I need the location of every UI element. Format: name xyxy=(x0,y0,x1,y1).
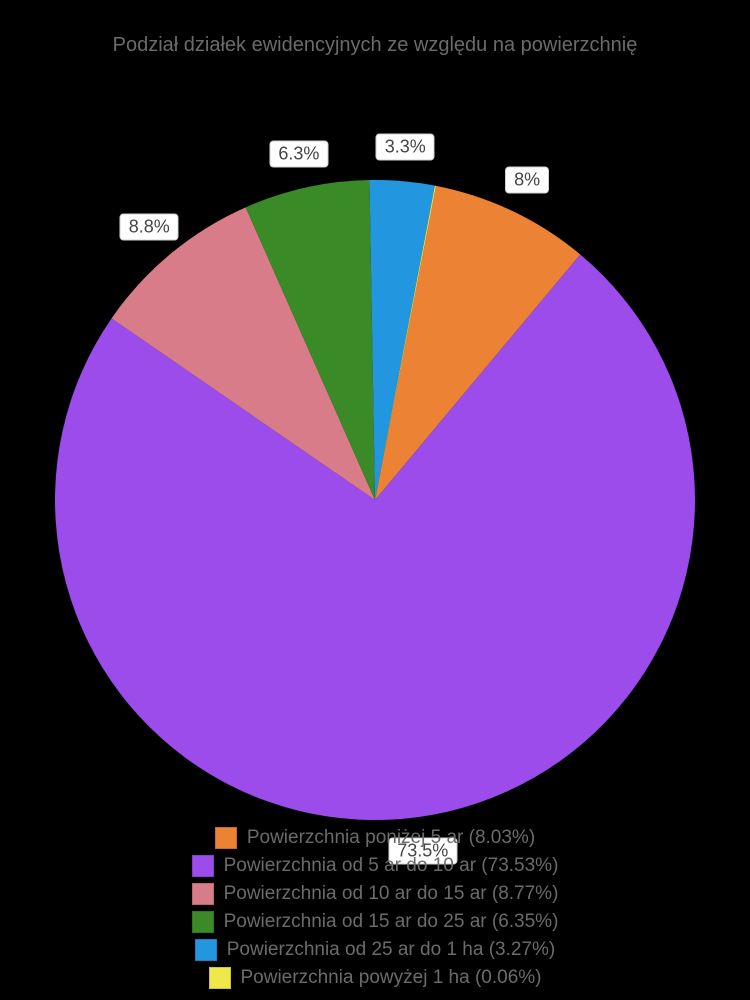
legend-item: Powierzchnia od 25 ar do 1 ha (3.27%) xyxy=(195,937,555,963)
legend-swatch xyxy=(209,967,231,989)
legend-swatch xyxy=(192,883,214,905)
slice-label: 3.3% xyxy=(376,134,435,161)
legend-label: Powierzchnia powyżej 1 ha (0.06%) xyxy=(241,965,542,991)
legend-label: Powierzchnia od 25 ar do 1 ha (3.27%) xyxy=(227,937,555,963)
legend-item: Powierzchnia od 15 ar do 25 ar (6.35%) xyxy=(192,909,559,935)
slice-label: 6.3% xyxy=(269,141,328,168)
legend-swatch xyxy=(195,939,217,961)
legend-item: Powierzchnia powyżej 1 ha (0.06%) xyxy=(209,965,542,991)
legend-item: Powierzchnia od 5 ar do 10 ar (73.53%) xyxy=(192,853,559,879)
legend-item: Powierzchnia od 10 ar do 15 ar (8.77%) xyxy=(192,881,559,907)
legend-label: Powierzchnia poniżej 5 ar (8.03%) xyxy=(247,825,535,851)
chart-container: Podział działek ewidencyjnych ze względu… xyxy=(0,0,750,1000)
pie-chart xyxy=(0,90,750,870)
legend-item: Powierzchnia poniżej 5 ar (8.03%) xyxy=(215,825,535,851)
legend: Powierzchnia poniżej 5 ar (8.03%)Powierz… xyxy=(0,825,750,991)
legend-swatch xyxy=(215,827,237,849)
pie-area: 8%73.5%8.8%6.3%3.3% xyxy=(0,90,750,810)
slice-label: 8% xyxy=(505,167,549,194)
legend-label: Powierzchnia od 15 ar do 25 ar (6.35%) xyxy=(224,909,559,935)
legend-swatch xyxy=(192,911,214,933)
legend-label: Powierzchnia od 10 ar do 15 ar (8.77%) xyxy=(224,881,559,907)
chart-title: Podział działek ewidencyjnych ze względu… xyxy=(0,34,750,57)
legend-swatch xyxy=(192,855,214,877)
legend-label: Powierzchnia od 5 ar do 10 ar (73.53%) xyxy=(224,853,559,879)
slice-label: 8.8% xyxy=(120,214,179,241)
